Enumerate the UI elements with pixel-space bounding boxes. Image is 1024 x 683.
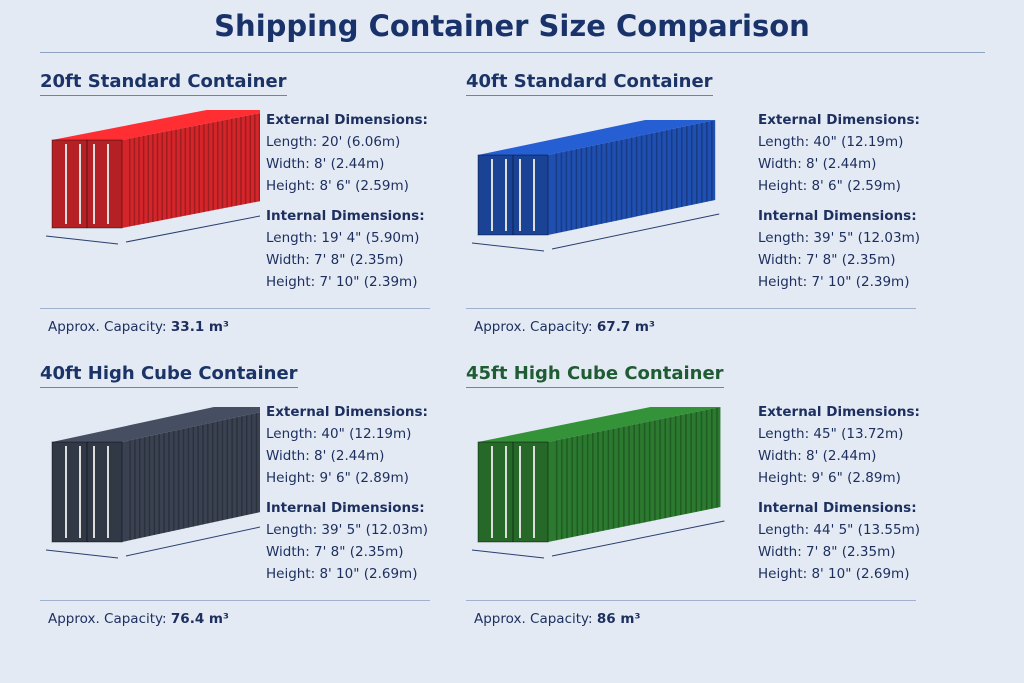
container-panel: 40ft High Cube Container External Dimens…	[40, 362, 500, 647]
container-title: 20ft Standard Container	[40, 70, 287, 96]
capacity-divider	[40, 308, 430, 309]
length-dimension-line	[551, 520, 725, 557]
external-heading: External Dimensions:	[266, 404, 428, 420]
internal-dimension: Length: 39' 5" (12.03m)	[266, 522, 429, 538]
external-dimension: Length: 45" (13.72m)	[758, 426, 904, 442]
dimension-specs: External Dimensions: Length: 40" (12.19m)…	[266, 402, 446, 592]
capacity-value: 76.4 m³	[170, 611, 229, 627]
capacity-label: Approx. Capacity:	[48, 319, 167, 335]
width-dimension-line	[45, 235, 119, 245]
internal-dimension: Length: 39' 5" (12.03m)	[758, 230, 921, 246]
external-heading: External Dimensions:	[266, 112, 428, 128]
capacity-value: 86 m³	[596, 611, 641, 627]
internal-dimension: Height: 8' 10" (2.69m)	[758, 566, 910, 582]
width-dimension-line	[471, 242, 545, 252]
dimension-specs: External Dimensions: Length: 20' (6.06m) W…	[266, 110, 446, 300]
capacity: Approx. Capacity: 76.4 m³	[48, 609, 229, 629]
internal-dimension: Width: 7' 8" (2.35m)	[266, 252, 404, 268]
internal-heading: Internal Dimensions:	[758, 500, 917, 516]
external-dimension: Width: 8' (2.44m)	[758, 156, 877, 172]
container-title: 40ft High Cube Container	[40, 362, 298, 388]
capacity-divider	[40, 600, 430, 601]
capacity-value: 67.7 m³	[596, 319, 655, 335]
length-dimension-line	[125, 215, 260, 243]
capacity-divider	[466, 600, 916, 601]
container-illustration	[471, 407, 725, 559]
container-top	[52, 407, 260, 442]
external-heading: External Dimensions:	[758, 112, 920, 128]
container-panel: 40ft Standard Container External Dimensi…	[466, 70, 926, 355]
container-side	[548, 407, 721, 542]
length-dimension-line	[551, 213, 720, 250]
container-side	[122, 412, 260, 542]
internal-dimension: Width: 7' 8" (2.35m)	[758, 252, 896, 268]
internal-heading: Internal Dimensions:	[266, 208, 425, 224]
external-dimension: Height: 8' 6" (2.59m)	[758, 178, 901, 194]
container-panel: 20ft Standard Container External Dimensi…	[40, 70, 500, 355]
capacity-label: Approx. Capacity:	[474, 319, 593, 335]
internal-heading: Internal Dimensions:	[266, 500, 425, 516]
capacity-divider	[466, 308, 916, 309]
container-illustration	[45, 110, 260, 245]
container-side	[122, 113, 260, 228]
external-dimension: Width: 8' (2.44m)	[266, 448, 385, 464]
external-dimension: Width: 8' (2.44m)	[758, 448, 877, 464]
capacity: Approx. Capacity: 67.7 m³	[474, 317, 655, 337]
internal-dimension: Width: 7' 8" (2.35m)	[266, 544, 404, 560]
internal-dimension: Height: 7' 10" (2.39m)	[758, 274, 910, 290]
title-divider	[40, 52, 985, 53]
external-dimension: Height: 9' 6" (2.89m)	[758, 470, 901, 486]
capacity: Approx. Capacity: 86 m³	[474, 609, 640, 629]
internal-dimension: Height: 8' 10" (2.69m)	[266, 566, 418, 582]
container-side	[548, 120, 716, 235]
container-illustration	[471, 120, 720, 252]
internal-dimension: Length: 44' 5" (13.55m)	[758, 522, 921, 538]
container-top	[52, 110, 260, 140]
container-illustration	[45, 407, 260, 559]
external-dimension: Length: 40" (12.19m)	[758, 134, 904, 150]
length-dimension-line	[125, 526, 260, 557]
external-dimension: Length: 20' (6.06m)	[266, 134, 401, 150]
internal-dimension: Length: 19' 4" (5.90m)	[266, 230, 420, 246]
external-dimension: Length: 40" (12.19m)	[266, 426, 412, 442]
width-dimension-line	[471, 549, 545, 559]
dimension-specs: External Dimensions: Length: 40" (12.19m)…	[758, 110, 938, 300]
capacity-label: Approx. Capacity:	[474, 611, 593, 627]
capacity: Approx. Capacity: 33.1 m³	[48, 317, 229, 337]
internal-dimension: Width: 7' 8" (2.35m)	[758, 544, 896, 560]
container-title: 45ft High Cube Container	[466, 362, 724, 388]
external-heading: External Dimensions:	[758, 404, 920, 420]
container-top	[478, 407, 721, 442]
external-dimension: Width: 8' (2.44m)	[266, 156, 385, 172]
dimension-specs: External Dimensions: Length: 45" (13.72m)…	[758, 402, 938, 592]
container-title: 40ft Standard Container	[466, 70, 713, 96]
external-dimension: Height: 9' 6" (2.89m)	[266, 470, 409, 486]
capacity-value: 33.1 m³	[170, 319, 229, 335]
internal-heading: Internal Dimensions:	[758, 208, 917, 224]
page-title: Shipping Container Size Comparison	[214, 9, 810, 43]
container-panel: 45ft High Cube Container External Dimens…	[466, 362, 926, 647]
internal-dimension: Height: 7' 10" (2.39m)	[266, 274, 418, 290]
external-dimension: Height: 8' 6" (2.59m)	[266, 178, 409, 194]
capacity-label: Approx. Capacity:	[48, 611, 167, 627]
container-top	[478, 120, 716, 155]
width-dimension-line	[45, 549, 119, 559]
